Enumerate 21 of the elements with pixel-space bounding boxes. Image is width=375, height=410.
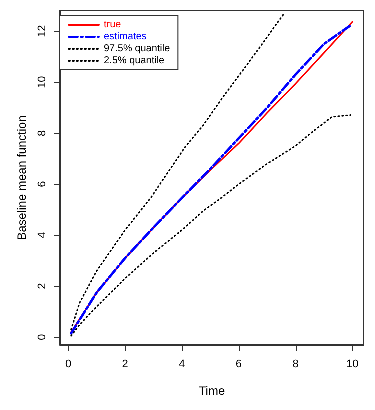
legend-label: 2.5% quantile <box>104 56 166 66</box>
y-tick-label: 6 <box>36 181 48 188</box>
x-tick-label: 10 <box>346 358 359 370</box>
x-tick-label: 4 <box>179 358 186 370</box>
x-axis-title: Time <box>198 384 226 398</box>
x-tick-label: 2 <box>122 358 128 370</box>
y-tick-label: 4 <box>36 232 48 238</box>
y-tick-label: 8 <box>36 130 48 136</box>
y-tick-label: 2 <box>36 283 48 290</box>
line-series <box>70 114 352 337</box>
legend-label: true <box>104 20 122 30</box>
y-tick-label: 10 <box>36 76 48 89</box>
x-tick-label: 6 <box>236 358 242 370</box>
y-axis-title: Baseline mean function <box>15 116 29 240</box>
y-tick-label: 12 <box>36 25 48 38</box>
line-series <box>70 12 286 330</box>
x-tick-label: 8 <box>292 358 299 370</box>
y-tick-label: 0 <box>36 334 48 340</box>
x-tick-label: 0 <box>65 358 72 370</box>
legend-label: estimates <box>104 32 147 42</box>
legend-label: 97.5% quantile <box>104 44 171 54</box>
